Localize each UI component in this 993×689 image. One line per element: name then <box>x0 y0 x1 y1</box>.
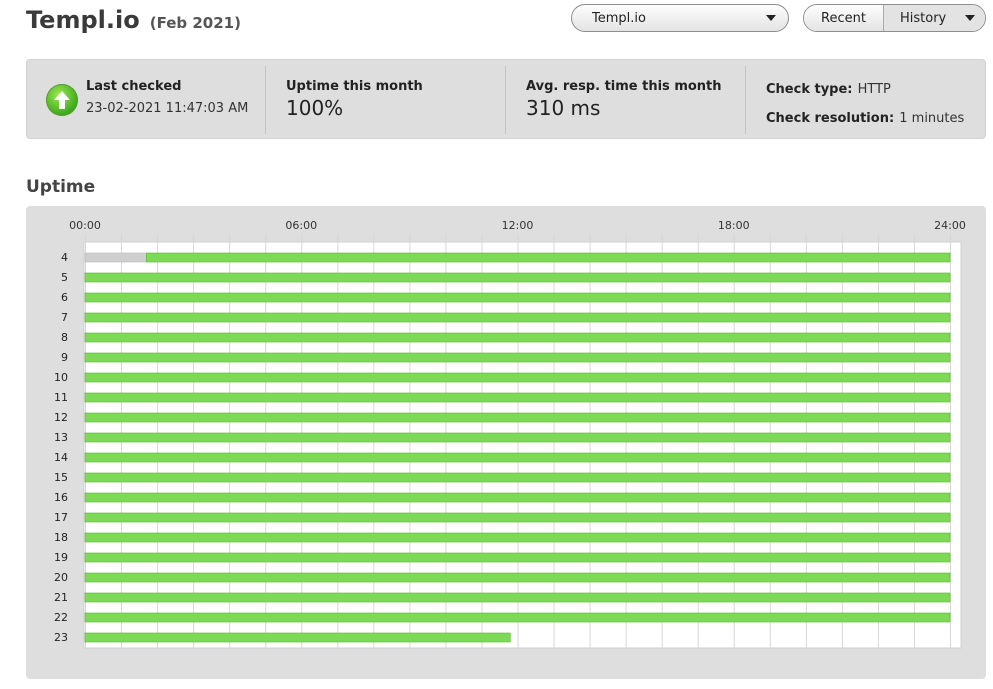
uptime-bar-segment <box>84 332 951 343</box>
response-time-stat: Avg. resp. time this month 310 ms <box>526 60 722 138</box>
day-label: 15 <box>54 471 68 484</box>
recent-button[interactable]: Recent <box>804 5 884 31</box>
uptime-bar-segment <box>84 492 951 503</box>
uptime-bar-segment <box>84 292 951 303</box>
day-label: 22 <box>54 611 68 624</box>
day-label: 8 <box>61 331 68 344</box>
uptime-bar-segment <box>84 272 951 283</box>
uptime-bar-segment <box>84 452 951 463</box>
uptime-bar-segment <box>84 252 147 263</box>
day-label: 5 <box>61 271 68 284</box>
uptime-bar-segment <box>84 572 951 583</box>
x-tick-label: 24:00 <box>934 219 966 232</box>
day-label: 18 <box>54 531 68 544</box>
divider <box>265 66 266 134</box>
day-label: 6 <box>61 291 68 304</box>
check-resolution-line: Check resolution: 1 minutes <box>766 107 964 126</box>
uptime-bar-segment <box>84 392 951 403</box>
uptime-bar-segment <box>84 612 951 623</box>
response-time-label: Avg. resp. time this month <box>526 79 722 94</box>
plot-area <box>83 241 962 649</box>
day-label: 23 <box>54 631 68 644</box>
uptime-bar-segment <box>84 512 951 523</box>
last-checked-label: Last checked <box>86 79 182 94</box>
day-label: 19 <box>54 551 68 564</box>
uptime-bar-segment <box>84 312 951 323</box>
day-label: 12 <box>54 411 68 424</box>
recent-button-label: Recent <box>821 10 866 26</box>
x-tick-label: 12:00 <box>502 219 534 232</box>
last-checked-stat: Last checked 23-02-2021 11:47:03 AM <box>86 60 248 138</box>
day-label: 4 <box>61 251 68 264</box>
day-label: 10 <box>54 371 68 384</box>
divider <box>745 66 746 134</box>
day-label: 21 <box>54 591 68 604</box>
day-label: 17 <box>54 511 68 524</box>
response-time-value: 310 ms <box>526 96 601 120</box>
divider <box>505 66 506 134</box>
x-tick-label: 06:00 <box>285 219 317 232</box>
uptime-bar-segment <box>84 532 951 543</box>
day-label: 20 <box>54 571 68 584</box>
monitor-select-value: Templ.io <box>592 10 646 26</box>
uptime-chart-panel: 00:00 06:00 12:00 18:00 24:00 4 5 6 7 8 9 10 11 12 13 1… <box>26 206 986 679</box>
uptime-bar-segment <box>84 372 951 383</box>
uptime-bar-segment <box>84 552 951 563</box>
day-label: 16 <box>54 491 68 504</box>
uptime-section-title: Uptime <box>26 177 96 197</box>
day-label: 11 <box>54 391 68 404</box>
chevron-down-icon <box>965 15 975 21</box>
x-tick-label: 00:00 <box>69 219 101 232</box>
history-dropdown[interactable]: History <box>884 5 985 31</box>
history-button-label: History <box>900 10 947 26</box>
view-toggle[interactable]: Recent History <box>803 4 986 32</box>
uptime-timeline-chart: 00:00 06:00 12:00 18:00 24:00 4 5 6 7 8 9 10 11 12 13 1… <box>54 219 966 649</box>
up-arrow-icon <box>46 84 78 116</box>
uptime-bar-segment <box>84 592 951 603</box>
uptime-bar-segment <box>84 472 951 483</box>
uptime-label: Uptime this month <box>286 79 423 94</box>
stats-panel: Last checked 23-02-2021 11:47:03 AM Upti… <box>26 59 986 139</box>
check-type-label: Check type: <box>766 82 853 97</box>
last-checked-value: 23-02-2021 11:47:03 AM <box>86 101 249 116</box>
page-header: Templ.io (Feb 2021) <box>26 6 241 34</box>
check-resolution-label: Check resolution: <box>766 111 895 126</box>
day-label: 14 <box>54 451 68 464</box>
check-type-value: HTTP <box>857 82 891 97</box>
uptime-bar-segment <box>84 412 951 423</box>
day-label: 13 <box>54 431 68 444</box>
uptime-stat: Uptime this month 100% <box>286 60 423 138</box>
day-label: 7 <box>61 311 68 324</box>
uptime-bar-segment <box>84 352 951 363</box>
uptime-bar-segment <box>84 632 511 643</box>
monitor-select[interactable]: Templ.io <box>571 4 789 32</box>
uptime-value: 100% <box>286 96 344 120</box>
check-type-line: Check type: HTTP <box>766 78 964 97</box>
uptime-bar-segment <box>84 432 951 443</box>
page-title: Templ.io <box>26 6 140 34</box>
uptime-bar-segment <box>145 252 951 263</box>
check-resolution-value: 1 minutes <box>899 111 965 126</box>
day-label: 9 <box>61 351 68 364</box>
chevron-down-icon <box>766 15 776 21</box>
x-tick-label: 18:00 <box>718 219 750 232</box>
period-label: (Feb 2021) <box>149 14 241 32</box>
check-info-stat: Check type: HTTP Check resolution: 1 min… <box>766 60 964 138</box>
